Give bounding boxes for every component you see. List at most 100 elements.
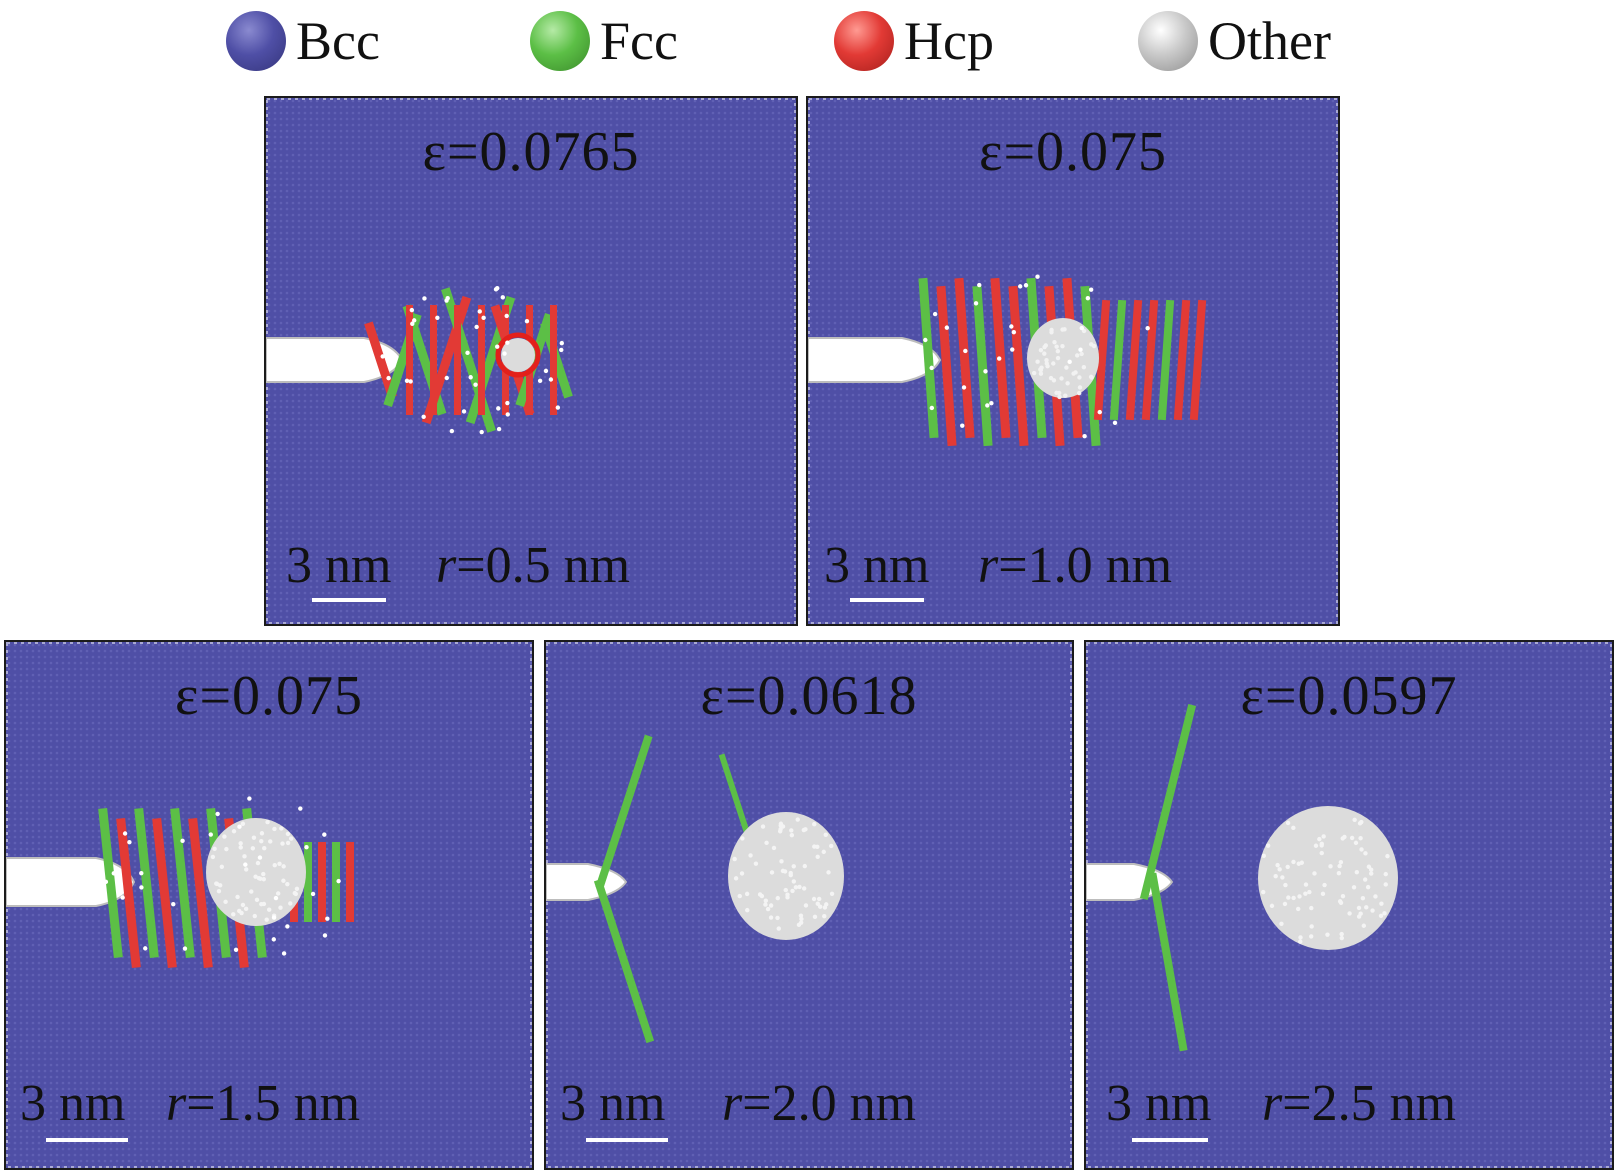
simulation-panel-r-1-5: ε=0.075 3 nm r=1.5 nm (4, 640, 534, 1170)
hcp-band (188, 817, 213, 969)
atom-dot (410, 321, 415, 326)
hcp-band (98, 807, 123, 959)
atom-dot (829, 843, 834, 849)
legend-item-bcc: Bcc (226, 6, 380, 76)
atom-dot (732, 856, 737, 862)
atom-dot (775, 895, 780, 901)
atom-dot (1023, 283, 1029, 288)
void-atoms (206, 818, 306, 926)
atom-dot (504, 313, 509, 319)
atom-dot (1082, 433, 1087, 439)
atom-dot (238, 841, 243, 846)
atom-dot (1085, 295, 1091, 301)
atom-dot (1297, 894, 1302, 899)
atom-dot (1383, 882, 1388, 887)
atom-dot (271, 937, 277, 942)
atom-dot (1060, 327, 1065, 332)
boundary-atoms (1086, 642, 1612, 1168)
atom-dot (288, 836, 294, 841)
atom-dot (1340, 894, 1346, 899)
atom-configuration-image (1086, 642, 1612, 1168)
legend-item-other: Other (1138, 6, 1331, 76)
radius-symbol: r (166, 1075, 187, 1132)
atom-dot (1298, 939, 1303, 944)
atom-dot (771, 845, 777, 851)
atom-dot (1081, 364, 1087, 370)
radius-value: =1.5 nm (186, 1075, 361, 1132)
atom-dot (412, 318, 417, 323)
atom-dot (1067, 359, 1072, 365)
atom-dot (1282, 901, 1288, 907)
atom-dot (257, 855, 263, 860)
atom-dot (815, 854, 820, 859)
atom-dot (468, 375, 473, 380)
atom-dot (421, 414, 426, 420)
atom-dot (1383, 871, 1388, 877)
atom-dot (765, 906, 771, 912)
atom-dot (1269, 903, 1275, 909)
atom-dot (1340, 836, 1345, 841)
atom-dot (1337, 863, 1342, 869)
atom-dot (336, 878, 341, 884)
hcp-band (1125, 299, 1143, 421)
atom-dot (247, 796, 252, 801)
atom-dot (495, 285, 500, 291)
fcc-slip-band (718, 753, 756, 851)
atom-dot (769, 870, 775, 875)
atom-dot (1373, 894, 1378, 899)
atom-dot (822, 913, 827, 919)
atom-dot (288, 901, 293, 906)
atom-dot (435, 315, 440, 320)
simulation-panel-r-1-0: ε=0.075 3 nm r=1.0 nm (806, 96, 1340, 626)
atom-dot (120, 895, 125, 900)
atom-dot (782, 869, 788, 874)
atom-dot (745, 907, 750, 913)
atom-dot (1044, 361, 1049, 366)
simulation-panel-r-2-0: ε=0.0618 3 nm r=2.0 nm (544, 640, 1074, 1170)
atom-dot (1366, 864, 1372, 869)
hcp-band (134, 807, 159, 959)
atom-dot (461, 409, 467, 414)
atom-dot (1313, 843, 1319, 848)
atom-dot (548, 377, 554, 382)
atom-dot (812, 914, 818, 920)
atom-dot (259, 831, 265, 836)
atom-dot (1309, 905, 1314, 911)
atom-dot (812, 844, 817, 849)
scale-bar (46, 1138, 128, 1142)
hcp-band (116, 817, 141, 969)
atom-dot (795, 817, 800, 822)
atom-dot (1385, 853, 1390, 859)
radius-value: =0.5 nm (456, 537, 631, 594)
atom-dot (281, 878, 286, 883)
atom-dot (802, 863, 808, 869)
hcp-band (936, 285, 957, 447)
atom-dot (1035, 359, 1040, 364)
atom-dot (1018, 284, 1023, 289)
fcc-slip-band (1148, 872, 1188, 1052)
atom-dot (815, 901, 820, 906)
scale-bar (1132, 1138, 1208, 1142)
atom-dot (505, 340, 510, 345)
bcc-atom-icon (226, 11, 286, 71)
hcp-band (1157, 299, 1175, 421)
strain-label: ε=0.075 (174, 665, 364, 727)
atom-dot (240, 902, 246, 908)
atom-dot (264, 917, 269, 922)
atom-dot (244, 867, 249, 872)
radius-value: =1.0 nm (998, 537, 1173, 594)
atom-dot (748, 853, 753, 858)
atom-dot (505, 400, 510, 406)
atom-dot (973, 301, 979, 306)
atom-dot (737, 893, 742, 899)
atom-dot (1010, 347, 1015, 352)
atom-dot (473, 382, 478, 387)
legend-item-fcc: Fcc (530, 6, 678, 76)
atom-dot (1382, 911, 1387, 916)
atom-dot (279, 826, 284, 831)
atom-dot (977, 282, 982, 288)
atom-configuration-image (808, 98, 1338, 624)
scale-bar (586, 1138, 668, 1142)
atom-dot (465, 350, 470, 356)
atom-dot (733, 876, 739, 881)
